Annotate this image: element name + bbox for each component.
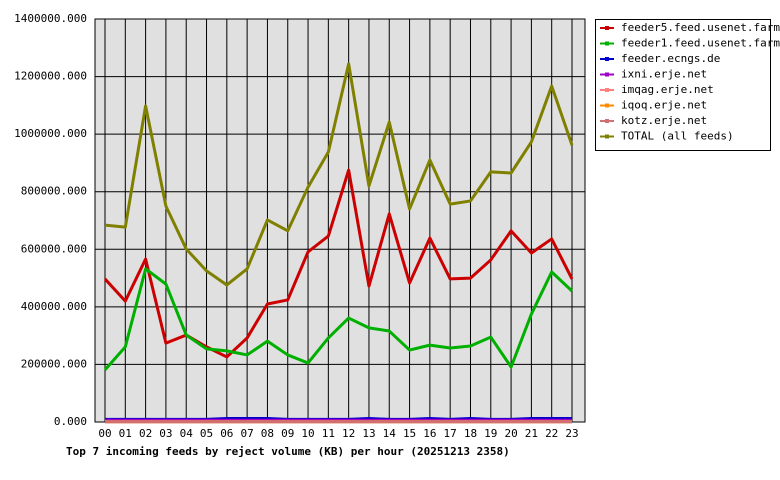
x-tick-label: 08	[261, 427, 274, 440]
x-tick-label: 09	[281, 427, 294, 440]
x-tick-label: 22	[545, 427, 558, 440]
x-tick-label: 04	[180, 427, 194, 440]
x-tick-label: 20	[504, 427, 517, 440]
x-tick-label: 02	[139, 427, 152, 440]
legend-label: feeder1.feed.usenet.farm	[621, 37, 780, 50]
x-tick-label: 15	[403, 427, 416, 440]
x-tick-label: 12	[342, 427, 355, 440]
legend-marker	[605, 119, 609, 123]
y-tick-label: 1200000.000	[14, 70, 87, 83]
y-tick-label: 200000.000	[21, 357, 87, 370]
legend-marker	[605, 26, 609, 30]
x-tick-label: 10	[301, 427, 314, 440]
x-tick-label: 14	[383, 427, 397, 440]
y-tick-label: 1400000.000	[14, 12, 87, 25]
x-tick-label: 03	[159, 427, 172, 440]
legend-box	[595, 19, 771, 151]
legend-label: kotz.erje.net	[621, 114, 707, 127]
series-line	[103, 168, 574, 359]
legend-label: ixni.erje.net	[621, 68, 707, 81]
y-tick-label: 400000.000	[21, 300, 87, 313]
x-tick-label: 06	[220, 427, 233, 440]
x-tick-label: 13	[362, 427, 375, 440]
legend-label: imqag.erje.net	[621, 83, 714, 96]
x-tick-label: 07	[241, 427, 254, 440]
y-tick-label: 1000000.000	[14, 127, 87, 140]
series-line	[104, 62, 574, 287]
x-tick-label: 05	[200, 427, 213, 440]
y-tick-label: 600000.000	[21, 242, 87, 255]
legend-marker	[605, 134, 609, 139]
y-tick-label: 800000.000	[21, 185, 87, 198]
legend-label: feeder.ecngs.de	[621, 52, 720, 65]
x-tick-label: 19	[484, 427, 497, 440]
chart-title: Top 7 incoming feeds by reject volume (K…	[66, 445, 510, 458]
x-tick-label: 01	[119, 427, 132, 440]
x-tick-label: 00	[98, 427, 111, 440]
legend-marker	[605, 57, 609, 61]
legend-label: feeder5.feed.usenet.farm	[621, 21, 780, 34]
legend-label: TOTAL (all feeds)	[621, 130, 734, 143]
x-tick-label: 11	[322, 427, 335, 440]
x-tick-label: 21	[525, 427, 538, 440]
x-tick-label: 18	[464, 427, 477, 440]
x-tick-label: 17	[444, 427, 457, 440]
series-line	[103, 267, 574, 371]
x-tick-label: 23	[565, 427, 578, 440]
legend-marker	[605, 72, 609, 77]
legend-marker	[605, 41, 609, 46]
legend-label: iqoq.erje.net	[621, 99, 707, 112]
legend-marker	[605, 88, 609, 92]
y-tick-label: 0.000	[54, 415, 87, 428]
x-tick-label: 16	[423, 427, 436, 440]
legend-marker	[605, 103, 609, 108]
